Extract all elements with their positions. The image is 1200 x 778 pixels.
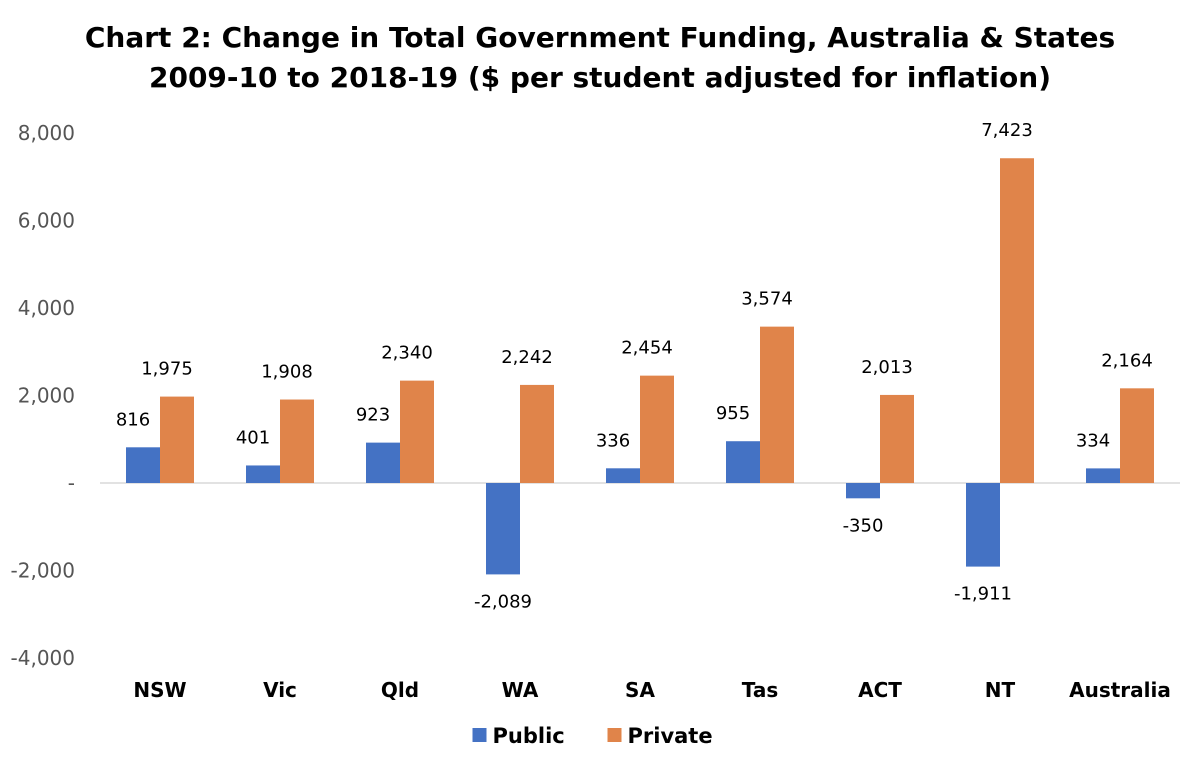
y-tick-label: -4,000 (11, 646, 75, 670)
bar-private (760, 326, 794, 483)
y-tick-label: 8,000 (18, 121, 75, 145)
category-label: Qld (381, 678, 419, 702)
bar-public (606, 468, 640, 483)
data-label-public: -1,911 (954, 584, 1012, 605)
data-label-private: 2,340 (381, 343, 433, 364)
data-label-private: 7,423 (981, 120, 1033, 141)
bar-private (880, 394, 914, 483)
legend: Public Private (472, 724, 713, 748)
bar-private (400, 380, 434, 483)
category-label: SA (625, 678, 655, 702)
y-tick-label: 4,000 (18, 296, 75, 320)
bar-public (246, 465, 280, 483)
data-label-private: 2,013 (861, 357, 913, 378)
data-label-public: 955 (716, 403, 750, 424)
bar-public (486, 483, 520, 575)
legend-label-private: Private (628, 724, 713, 748)
data-label-private: 2,164 (1101, 350, 1153, 371)
data-label-public: -350 (843, 515, 884, 536)
labels-layer: 816 1,975 401 1,908 923 2,340 -2,089 2,242 336 2,… (116, 120, 1153, 612)
data-label-public: 923 (356, 405, 390, 426)
category-label: NT (985, 678, 1016, 702)
bar-private (640, 375, 674, 483)
bar-public (846, 483, 880, 499)
bar-private (1120, 388, 1154, 483)
data-label-private: 3,574 (741, 289, 793, 310)
bars-layer (126, 158, 1154, 575)
y-tick-label: -2,000 (11, 559, 75, 583)
chart-title: Chart 2: Change in Total Government Fund… (0, 18, 1200, 98)
category-label: ACT (858, 678, 902, 702)
bar-public (726, 441, 760, 483)
bar-public (366, 442, 400, 483)
bar-private (520, 384, 554, 483)
axis-layer: 8,000 6,000 4,000 2,000 - -2,000 -4,000 NSW Vic Q… (11, 121, 1180, 702)
category-label: Vic (263, 678, 297, 702)
y-tick-label: 2,000 (18, 384, 75, 408)
data-label-public: -2,089 (474, 591, 532, 612)
bar-private (1000, 158, 1034, 483)
data-label-private: 1,975 (141, 359, 193, 380)
data-label-private: 1,908 (261, 362, 313, 383)
chart-title-line-1: Chart 2: Change in Total Government Fund… (84, 21, 1116, 54)
data-label-public: 401 (236, 427, 270, 448)
y-tick-label: 6,000 (18, 209, 75, 233)
legend-swatch-public (472, 728, 487, 742)
data-label-public: 816 (116, 409, 150, 430)
bar-public (1086, 468, 1120, 483)
legend-label-public: Public (493, 724, 565, 748)
category-label: Tas (742, 678, 778, 702)
chart-title-line-2: 2009-10 to 2018-19 ($ per student adjust… (148, 61, 1051, 94)
data-label-public: 336 (596, 430, 630, 451)
bar-public (126, 447, 160, 483)
bar-private (280, 399, 314, 483)
legend-swatch-private (607, 728, 622, 742)
bar-public (966, 483, 1000, 567)
category-label: WA (502, 678, 539, 702)
category-label: NSW (133, 678, 186, 702)
bar-private (160, 396, 194, 483)
data-label-private: 2,454 (621, 338, 673, 359)
data-label-private: 2,242 (501, 347, 553, 368)
y-tick-label: - (68, 471, 75, 495)
category-label: Australia (1069, 678, 1171, 702)
data-label-public: 334 (1076, 430, 1110, 451)
